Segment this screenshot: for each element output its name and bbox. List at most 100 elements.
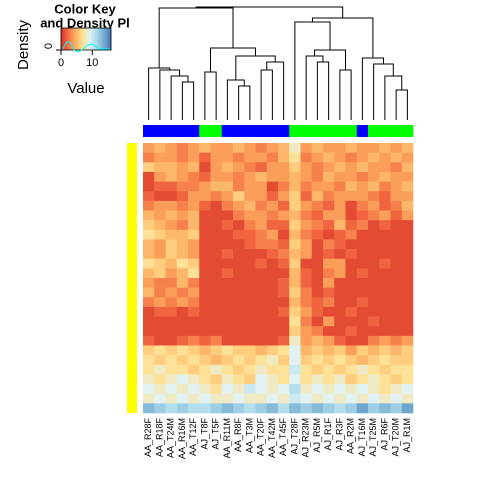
heat-cell: [289, 200, 301, 211]
heat-cell: [188, 162, 200, 173]
heat-cell: [401, 249, 414, 260]
heat-cell: [188, 393, 200, 404]
heat-cell: [199, 220, 211, 231]
key-gradient: [78, 28, 80, 50]
heat-cell: [300, 306, 313, 317]
heat-cell: [368, 143, 380, 153]
heat-cell: [233, 316, 245, 327]
heat-cell: [176, 249, 189, 260]
heat-cell: [244, 374, 256, 385]
heat-cell: [266, 384, 279, 395]
heat-cell: [289, 287, 301, 298]
heat-cell: [278, 162, 290, 173]
heat-cell: [210, 374, 223, 385]
heat-cell: [289, 335, 301, 346]
heat-cell: [390, 258, 403, 269]
heat-cell: [210, 287, 223, 298]
heat-cell: [334, 384, 346, 395]
heat-cell: [334, 162, 346, 173]
heat-cell: [379, 278, 391, 288]
heat-cell: [199, 384, 211, 395]
heat-cell: [165, 393, 178, 404]
heat-cell: [143, 258, 155, 269]
key-gradient: [85, 28, 87, 50]
heat-cell: [221, 326, 234, 337]
heat-cell: [401, 297, 414, 308]
column-side-color: [188, 125, 200, 137]
heat-cell: [368, 326, 380, 337]
heat-cell: [334, 403, 346, 414]
heat-cell: [278, 191, 290, 202]
key-gradient: [87, 28, 89, 50]
heat-cell: [401, 152, 414, 163]
heat-cell: [356, 191, 369, 202]
key-gradient: [104, 28, 106, 50]
key-gradient: [97, 28, 99, 50]
heat-cell: [311, 181, 324, 192]
column-side-color: [233, 125, 245, 137]
key-gradient: [95, 28, 97, 50]
key-gradient: [92, 28, 94, 50]
column-side-color: [154, 125, 166, 137]
heat-cell: [334, 249, 346, 260]
heat-cell: [233, 210, 245, 221]
heat-cell: [278, 393, 290, 404]
key-x-tick-label: 10: [86, 57, 98, 69]
heat-cell: [390, 171, 403, 182]
heat-cell: [368, 162, 380, 173]
heat-cell: [379, 345, 391, 356]
heat-cell: [323, 152, 335, 163]
heat-cell: [278, 171, 290, 182]
heat-cell: [401, 268, 414, 279]
heat-cell: [345, 335, 358, 346]
key-gradient: [75, 28, 77, 50]
heat-cell: [356, 249, 369, 260]
heat-cell: [233, 239, 245, 250]
heat-cell: [334, 393, 346, 404]
heat-cell: [401, 335, 414, 346]
heat-cell: [300, 229, 313, 240]
heat-cell: [266, 316, 279, 327]
heat-cell: [379, 200, 391, 211]
heat-cell: [233, 152, 245, 163]
heat-cell: [176, 287, 189, 298]
heat-cell: [334, 152, 346, 163]
heat-cell: [199, 249, 211, 260]
heat-cell: [199, 152, 211, 163]
heat-cell: [176, 335, 189, 346]
heat-cell: [199, 297, 211, 308]
heat-cell: [278, 403, 290, 414]
heat-cell: [154, 374, 166, 385]
heat-cell: [199, 200, 211, 211]
heat-cell: [356, 278, 369, 288]
heat-cell: [233, 220, 245, 231]
heat-cell: [401, 220, 414, 231]
heat-cell: [311, 287, 324, 298]
heat-cell: [379, 297, 391, 308]
heat-cell: [199, 268, 211, 279]
heat-cell: [176, 345, 189, 356]
heat-cell: [199, 181, 211, 192]
key-gradient: [74, 28, 76, 50]
heat-cell: [176, 364, 189, 375]
key-gradient: [64, 28, 66, 50]
heat-cell: [300, 393, 313, 404]
heat-cell: [356, 393, 369, 404]
heat-cell: [199, 278, 211, 288]
column-side-color: [199, 125, 211, 137]
heat-cell: [154, 278, 166, 288]
heat-cell: [210, 152, 223, 163]
heat-cell: [199, 345, 211, 356]
heat-cell: [390, 403, 403, 414]
dendrogram-branch: [204, 71, 217, 120]
heat-cell: [379, 143, 391, 153]
heat-cell: [345, 200, 358, 211]
heat-cell: [323, 297, 335, 308]
heat-cell: [255, 258, 268, 269]
heat-cell: [188, 297, 200, 308]
heat-cell: [323, 200, 335, 211]
column-side-color: [345, 125, 358, 137]
heat-cell: [390, 326, 403, 337]
heat-cell: [300, 249, 313, 260]
